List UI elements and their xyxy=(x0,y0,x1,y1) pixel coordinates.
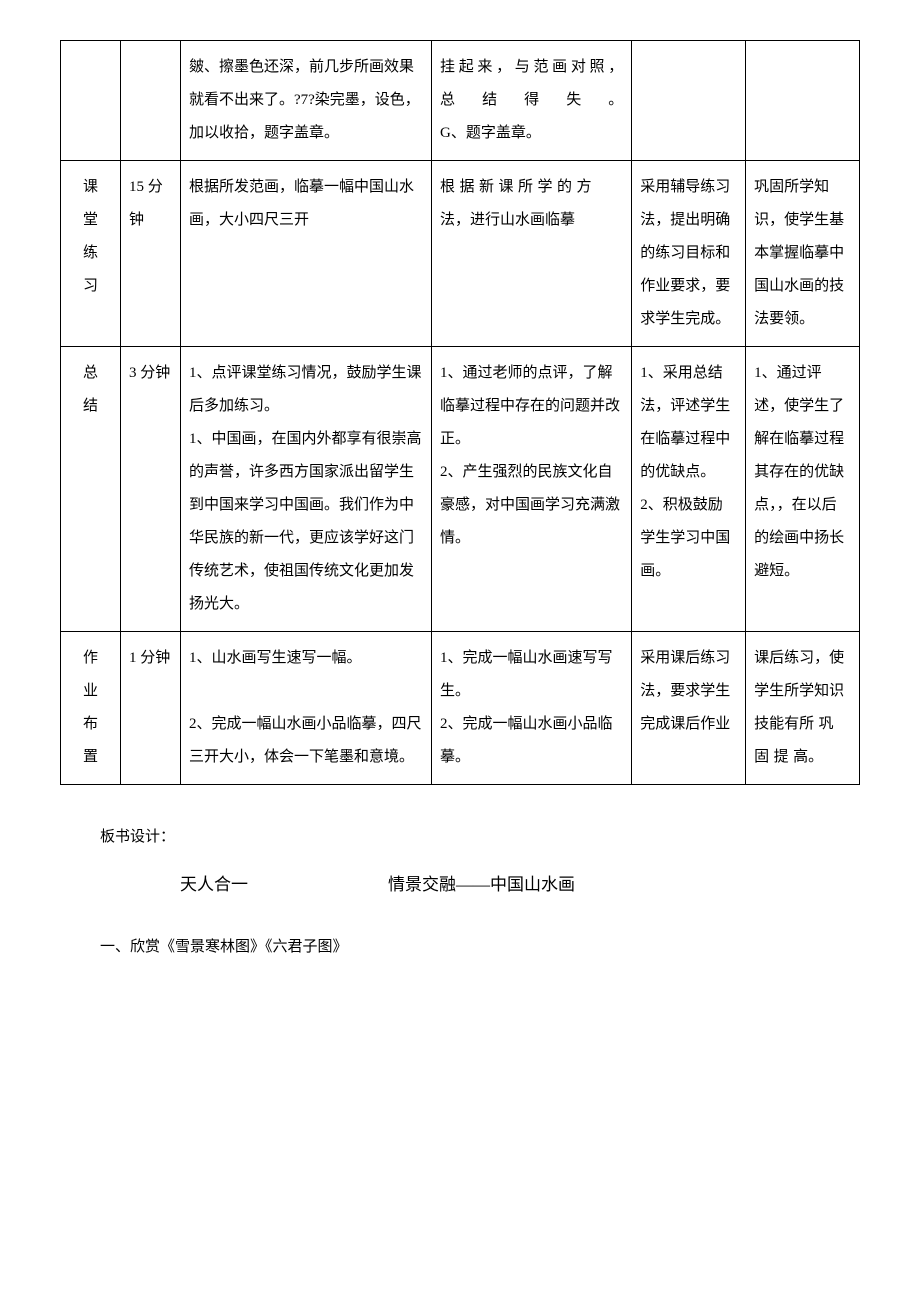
stage-char: 总 xyxy=(69,357,112,390)
cell-student: 挂起来，与范画对照，总结得失。G、题字盖章。 xyxy=(432,41,632,161)
cell-purpose xyxy=(746,41,860,161)
stage-char: 布 xyxy=(69,708,112,741)
board-design-title: 天人合一 情景交融——中国山水画 xyxy=(60,870,860,895)
cell-student: 1、完成一幅山水画速写写生。 2、完成一幅山水画小品临摹。 xyxy=(432,632,632,785)
cell-student: 1、通过老师的点评，了解临摹过程中存在的问题并改正。 2、产生强烈的民族文化自豪… xyxy=(432,347,632,632)
stage-char: 习 xyxy=(69,270,112,303)
cell-time: 15 分钟 xyxy=(120,161,180,347)
cell-purpose: 巩固所学知识，使学生基本掌握临摹中国山水画的技法要领。 xyxy=(746,161,860,347)
stage-char: 作 xyxy=(69,642,112,675)
board-design-label: 板书设计： xyxy=(100,825,860,846)
cell-purpose: 1、通过评述，使学生了解在临摹过程其存在的优缺点，，在以后的绘画中扬长避短。 xyxy=(746,347,860,632)
stage-char: 练 xyxy=(69,237,112,270)
table-row: 课 堂 练 习 15 分钟 根据所发范画，临摹一幅中国山水画，大小四尺三开 根据… xyxy=(61,161,860,347)
cell-method: 1、采用总结法，评述学生在临摹过程中的优缺点。 2、积极鼓励学生学习中国画。 xyxy=(632,347,746,632)
section-heading: 一、欣赏《雪景寒林图》《六君子图》 xyxy=(100,935,860,956)
stage-char: 置 xyxy=(69,741,112,774)
stage-char: 课 xyxy=(69,171,112,204)
cell-stage: 作 业 布 置 xyxy=(61,632,121,785)
title-left: 天人合一 xyxy=(180,875,248,894)
stage-char: 结 xyxy=(69,390,112,423)
stage-char: 堂 xyxy=(69,204,112,237)
cell-teacher: 根据所发范画，临摹一幅中国山水画，大小四尺三开 xyxy=(180,161,431,347)
title-right: 情景交融——中国山水画 xyxy=(388,875,575,894)
cell-time: 3 分钟 xyxy=(120,347,180,632)
cell-time: 1 分钟 xyxy=(120,632,180,785)
stage-char: 业 xyxy=(69,675,112,708)
table-row: 课 总 结 3 分钟 1、点评课堂练习情况，鼓励学生课后多加练习。 1、中国画，… xyxy=(61,347,860,632)
cell-stage: 课 堂 练 习 xyxy=(61,161,121,347)
cell-method xyxy=(632,41,746,161)
cell-stage: 课 总 结 xyxy=(61,347,121,632)
cell-student: 根据新课所学的方法，进行山水画临摹 xyxy=(432,161,632,347)
cell-method: 采用课后练习法，要求学生完成课后作业 xyxy=(632,632,746,785)
cell-method: 采用辅导练习法，提出明确的练习目标和作业要求，要求学生完成。 xyxy=(632,161,746,347)
cell-teacher: 1、点评课堂练习情况，鼓励学生课后多加练习。 1、中国画，在国内外都享有很崇高的… xyxy=(180,347,431,632)
table-row: 作 业 布 置 1 分钟 1、山水画写生速写一幅。 2、完成一幅山水画小品临摹，… xyxy=(61,632,860,785)
cell-teacher: 1、山水画写生速写一幅。 2、完成一幅山水画小品临摹，四尺三开大小，体会一下笔墨… xyxy=(180,632,431,785)
lesson-plan-table: 皴、擦墨色还深，前几步所画效果就看不出来了。?7?染完墨，设色，加以收拾，题字盖… xyxy=(60,40,860,785)
table-row: 皴、擦墨色还深，前几步所画效果就看不出来了。?7?染完墨，设色，加以收拾，题字盖… xyxy=(61,41,860,161)
cell-time xyxy=(120,41,180,161)
cell-teacher: 皴、擦墨色还深，前几步所画效果就看不出来了。?7?染完墨，设色，加以收拾，题字盖… xyxy=(180,41,431,161)
cell-purpose: 课后练习，使学生所学知识技能有所巩固提高。 xyxy=(746,632,860,785)
cell-stage xyxy=(61,41,121,161)
